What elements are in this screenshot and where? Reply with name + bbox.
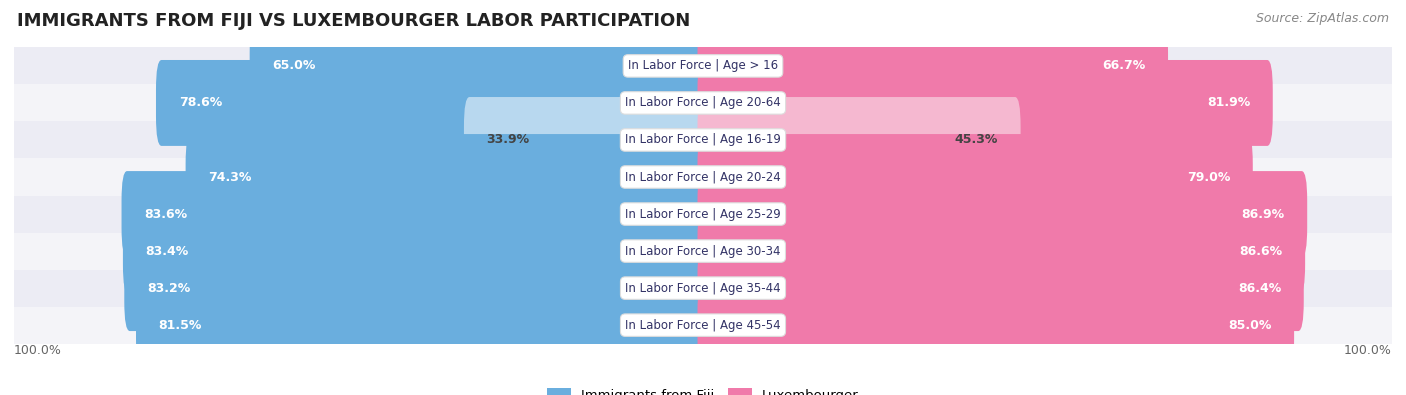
Bar	[14, 307, 1392, 344]
Text: In Labor Force | Age 30-34: In Labor Force | Age 30-34	[626, 245, 780, 258]
Text: In Labor Force | Age 25-29: In Labor Force | Age 25-29	[626, 207, 780, 220]
Bar	[14, 233, 1392, 269]
Text: In Labor Force | Age 16-19: In Labor Force | Age 16-19	[626, 134, 780, 147]
Text: In Labor Force | Age 20-24: In Labor Force | Age 20-24	[626, 171, 780, 184]
Text: 78.6%: 78.6%	[179, 96, 222, 109]
Text: IMMIGRANTS FROM FIJI VS LUXEMBOURGER LABOR PARTICIPATION: IMMIGRANTS FROM FIJI VS LUXEMBOURGER LAB…	[17, 12, 690, 30]
Text: 65.0%: 65.0%	[273, 59, 316, 72]
Text: 81.9%: 81.9%	[1206, 96, 1250, 109]
Text: 86.4%: 86.4%	[1237, 282, 1281, 295]
Bar	[14, 158, 1392, 196]
Bar	[14, 196, 1392, 233]
Text: 86.9%: 86.9%	[1241, 207, 1285, 220]
FancyBboxPatch shape	[697, 208, 1305, 294]
Bar	[14, 269, 1392, 307]
FancyBboxPatch shape	[697, 245, 1303, 331]
FancyBboxPatch shape	[121, 171, 709, 257]
FancyBboxPatch shape	[122, 208, 709, 294]
Bar	[14, 47, 1392, 85]
FancyBboxPatch shape	[697, 171, 1308, 257]
Text: 100.0%: 100.0%	[1344, 344, 1392, 357]
Text: 33.9%: 33.9%	[486, 134, 530, 147]
FancyBboxPatch shape	[697, 282, 1294, 368]
Text: 81.5%: 81.5%	[159, 319, 202, 332]
FancyBboxPatch shape	[186, 134, 709, 220]
FancyBboxPatch shape	[136, 282, 709, 368]
Text: 74.3%: 74.3%	[208, 171, 252, 184]
Text: 85.0%: 85.0%	[1227, 319, 1271, 332]
Legend: Immigrants from Fiji, Luxembourger: Immigrants from Fiji, Luxembourger	[547, 388, 859, 395]
FancyBboxPatch shape	[156, 60, 709, 146]
FancyBboxPatch shape	[697, 23, 1168, 109]
Text: In Labor Force | Age 20-64: In Labor Force | Age 20-64	[626, 96, 780, 109]
Text: 100.0%: 100.0%	[14, 344, 62, 357]
FancyBboxPatch shape	[697, 134, 1253, 220]
FancyBboxPatch shape	[464, 97, 709, 183]
Text: 66.7%: 66.7%	[1102, 59, 1146, 72]
FancyBboxPatch shape	[697, 97, 1021, 183]
Text: 83.4%: 83.4%	[146, 245, 188, 258]
Bar	[14, 121, 1392, 158]
Text: In Labor Force | Age 35-44: In Labor Force | Age 35-44	[626, 282, 780, 295]
Text: 83.2%: 83.2%	[148, 282, 190, 295]
Text: 83.6%: 83.6%	[145, 207, 187, 220]
Text: 45.3%: 45.3%	[955, 134, 998, 147]
Text: In Labor Force | Age > 16: In Labor Force | Age > 16	[628, 59, 778, 72]
Text: 86.6%: 86.6%	[1239, 245, 1282, 258]
Text: Source: ZipAtlas.com: Source: ZipAtlas.com	[1256, 12, 1389, 25]
Text: In Labor Force | Age 45-54: In Labor Force | Age 45-54	[626, 319, 780, 332]
FancyBboxPatch shape	[250, 23, 709, 109]
Bar	[14, 85, 1392, 121]
FancyBboxPatch shape	[697, 60, 1272, 146]
FancyBboxPatch shape	[124, 245, 709, 331]
Text: 79.0%: 79.0%	[1187, 171, 1230, 184]
